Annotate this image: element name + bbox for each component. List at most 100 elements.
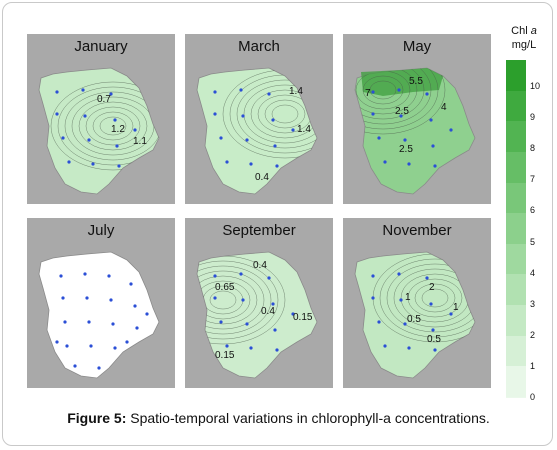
sampling-station (113, 346, 117, 350)
sampling-station (219, 320, 223, 324)
colorbar-segment (506, 213, 526, 245)
map-panel-november: 2 1 0.5 0.5 1 November (343, 218, 491, 388)
contour-label: 0.4 (253, 260, 267, 271)
contour-label: 0.65 (215, 282, 235, 293)
sampling-station (273, 144, 277, 148)
contour-label: 1.1 (133, 136, 147, 147)
lake-map: 2 1 0.5 0.5 1 (354, 251, 476, 379)
colorbar-tick-label: 10 (530, 81, 541, 91)
colorbar-tick-label: 3 (530, 298, 536, 309)
caption-label: Figure 5: (67, 410, 127, 426)
sampling-station (291, 128, 295, 132)
sampling-station (241, 298, 245, 302)
sampling-station (89, 344, 93, 348)
sampling-station (267, 276, 271, 280)
contour-line (197, 270, 265, 330)
sampling-station (117, 164, 121, 168)
contour-line (369, 80, 397, 100)
sampling-station (109, 298, 113, 302)
sampling-station (73, 364, 77, 368)
sampling-station (403, 322, 407, 326)
contour-label: 0.4 (255, 172, 269, 183)
colorbar-segment (506, 274, 526, 307)
contour-line (386, 263, 475, 333)
colorbar-tick-label: 4 (530, 267, 536, 278)
sampling-station (397, 272, 401, 276)
figure-caption: Figure 5: Spatio-temporal variations in … (0, 410, 557, 426)
contour-line (271, 104, 299, 124)
sampling-station (113, 118, 117, 122)
contour-label: 0.4 (261, 306, 275, 317)
map-panel-march: 1.4 1.4 0.4 March (185, 34, 333, 204)
sampling-station (399, 114, 403, 118)
sampling-station (403, 138, 407, 142)
sampling-station (111, 322, 115, 326)
sampling-station (449, 312, 453, 316)
sampling-station (213, 274, 217, 278)
contour-label: 7 (365, 88, 371, 99)
colorbar-tick-label: 8 (530, 143, 536, 154)
sampling-station (371, 274, 375, 278)
sampling-station (245, 138, 249, 142)
colorbar-segment (506, 366, 526, 398)
sampling-station (55, 112, 59, 116)
sampling-station (239, 272, 243, 276)
contour-label: 4 (441, 102, 447, 113)
contour-label: 2.5 (399, 144, 413, 155)
sampling-station (377, 320, 381, 324)
contour-line (209, 290, 237, 310)
contour-label: 0.5 (407, 314, 421, 325)
caption-text: Spatio-temporal variations in chlorophyl… (126, 410, 490, 426)
sampling-station (135, 326, 139, 330)
sampling-station (377, 136, 381, 140)
contour-line (57, 86, 159, 166)
sampling-station (97, 366, 101, 370)
sampling-station (397, 88, 401, 92)
sampling-station (371, 112, 375, 116)
contour-label: 0.15 (215, 350, 235, 361)
sampling-station (431, 328, 435, 332)
contour-line (92, 111, 134, 141)
sampling-station (129, 282, 133, 286)
lake-map: 7 5.5 4 2.5 2.5 (354, 67, 476, 195)
sampling-station (371, 90, 375, 94)
contour-label: 1.4 (289, 86, 303, 97)
contour-label: 1 (405, 292, 411, 303)
sampling-station (239, 88, 243, 92)
contour-line (197, 280, 251, 320)
sampling-station (433, 348, 437, 352)
contour-line (197, 265, 272, 335)
sampling-station (85, 296, 89, 300)
sampling-station (275, 348, 279, 352)
sampling-station (225, 344, 229, 348)
sampling-station (275, 164, 279, 168)
contour-label: 1.4 (297, 124, 311, 135)
sampling-station (267, 92, 271, 96)
lake-map (38, 251, 160, 379)
sampling-station (61, 296, 65, 300)
contour-line (362, 75, 404, 105)
colorbar-segment (506, 60, 526, 92)
sampling-station (81, 88, 85, 92)
contour-line (355, 68, 418, 115)
sampling-station (383, 160, 387, 164)
legend-title: Chl a mg/L (504, 24, 544, 52)
contour-line (414, 283, 456, 313)
contour-line (250, 89, 317, 139)
sampling-station (241, 114, 245, 118)
sampling-station (425, 276, 429, 280)
sampling-station (61, 136, 65, 140)
contour-line (355, 68, 432, 125)
legend-title-chl: Chl (511, 25, 528, 37)
contour-line (197, 260, 279, 340)
sampling-station (219, 136, 223, 140)
legend-title-unit: mg/L (511, 39, 537, 51)
colorbar-segment (506, 243, 526, 276)
sampling-station (273, 328, 277, 332)
contour-line (355, 68, 446, 135)
contour-label: 5.5 (409, 76, 423, 87)
sampling-station (431, 144, 435, 148)
sampling-station (433, 164, 437, 168)
lake-surface (38, 67, 160, 195)
contour-line (197, 275, 258, 325)
